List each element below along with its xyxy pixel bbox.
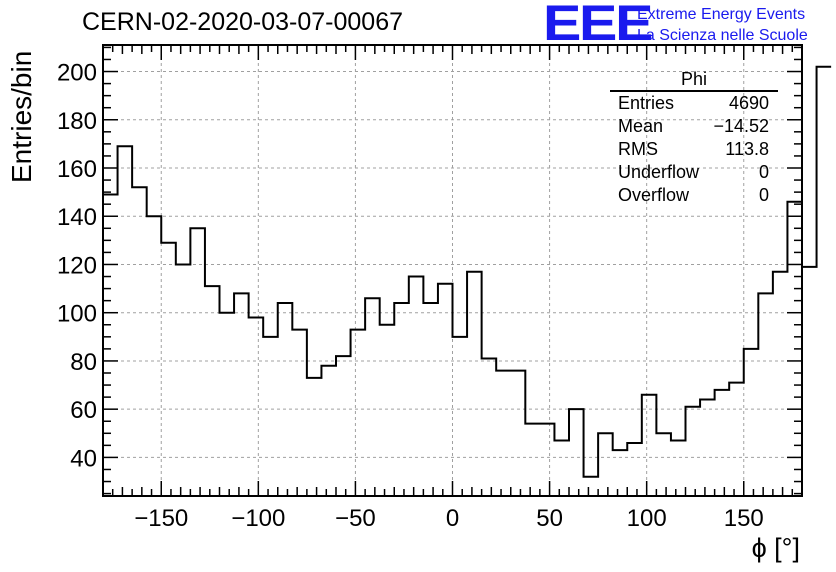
- stats-label: RMS: [618, 139, 658, 159]
- org-line-2: La Scienza nelle Scuole: [637, 27, 808, 44]
- y-tick-label: 60: [70, 397, 97, 424]
- x-tick-label: −150: [134, 505, 188, 532]
- chart-title: CERN-02-2020-03-07-00067: [82, 8, 404, 36]
- stats-row: Mean −14.52: [610, 115, 778, 138]
- org-line-1: Extreme Energy Events: [637, 6, 806, 23]
- x-tick-label: −100: [231, 505, 285, 532]
- stats-label: Overflow: [618, 185, 690, 205]
- y-tick-label: 200: [57, 60, 97, 87]
- y-tick-label: 120: [57, 252, 97, 279]
- stats-label: Mean: [618, 116, 664, 136]
- stats-box: Phi Entries 4690 Mean −14.52 RMS 113.8 U…: [610, 69, 778, 207]
- x-tick-label: 100: [627, 505, 667, 532]
- x-tick-label: −50: [335, 505, 376, 532]
- stats-value: 0: [758, 162, 769, 182]
- stats-label: Entries: [618, 93, 675, 113]
- x-tick-label: 0: [446, 505, 459, 532]
- stats-title: Phi: [610, 69, 778, 92]
- stats-row: Underflow 0: [610, 161, 778, 184]
- stats-label: Underflow: [618, 162, 700, 182]
- x-tick-label: 150: [724, 505, 764, 532]
- eee-logo: EEE: [543, 0, 653, 51]
- stats-row: Overflow 0: [610, 184, 778, 207]
- y-tick-label: 160: [57, 156, 97, 183]
- stats-value: 0: [758, 185, 769, 205]
- stats-value: −14.52: [713, 116, 769, 136]
- y-tick-label: 100: [57, 301, 97, 328]
- stats-value: 113.8: [725, 139, 769, 159]
- y-axis-label: Entries/bin: [6, 50, 37, 183]
- stats-row: RMS 113.8: [610, 138, 778, 161]
- x-tick-label: 50: [536, 505, 563, 532]
- x-axis-label: ϕ [°]: [751, 533, 800, 563]
- stats-value: 4690: [728, 93, 769, 113]
- y-tick-label: 140: [57, 204, 97, 231]
- y-tick-label: 80: [70, 349, 97, 376]
- stats-row: Entries 4690: [610, 92, 778, 115]
- histogram-line: [103, 65, 832, 478]
- y-tick-label: 40: [70, 445, 97, 472]
- y-tick-label: 180: [57, 108, 97, 135]
- organization-name: Extreme Energy Events La Scienza nelle S…: [637, 4, 808, 46]
